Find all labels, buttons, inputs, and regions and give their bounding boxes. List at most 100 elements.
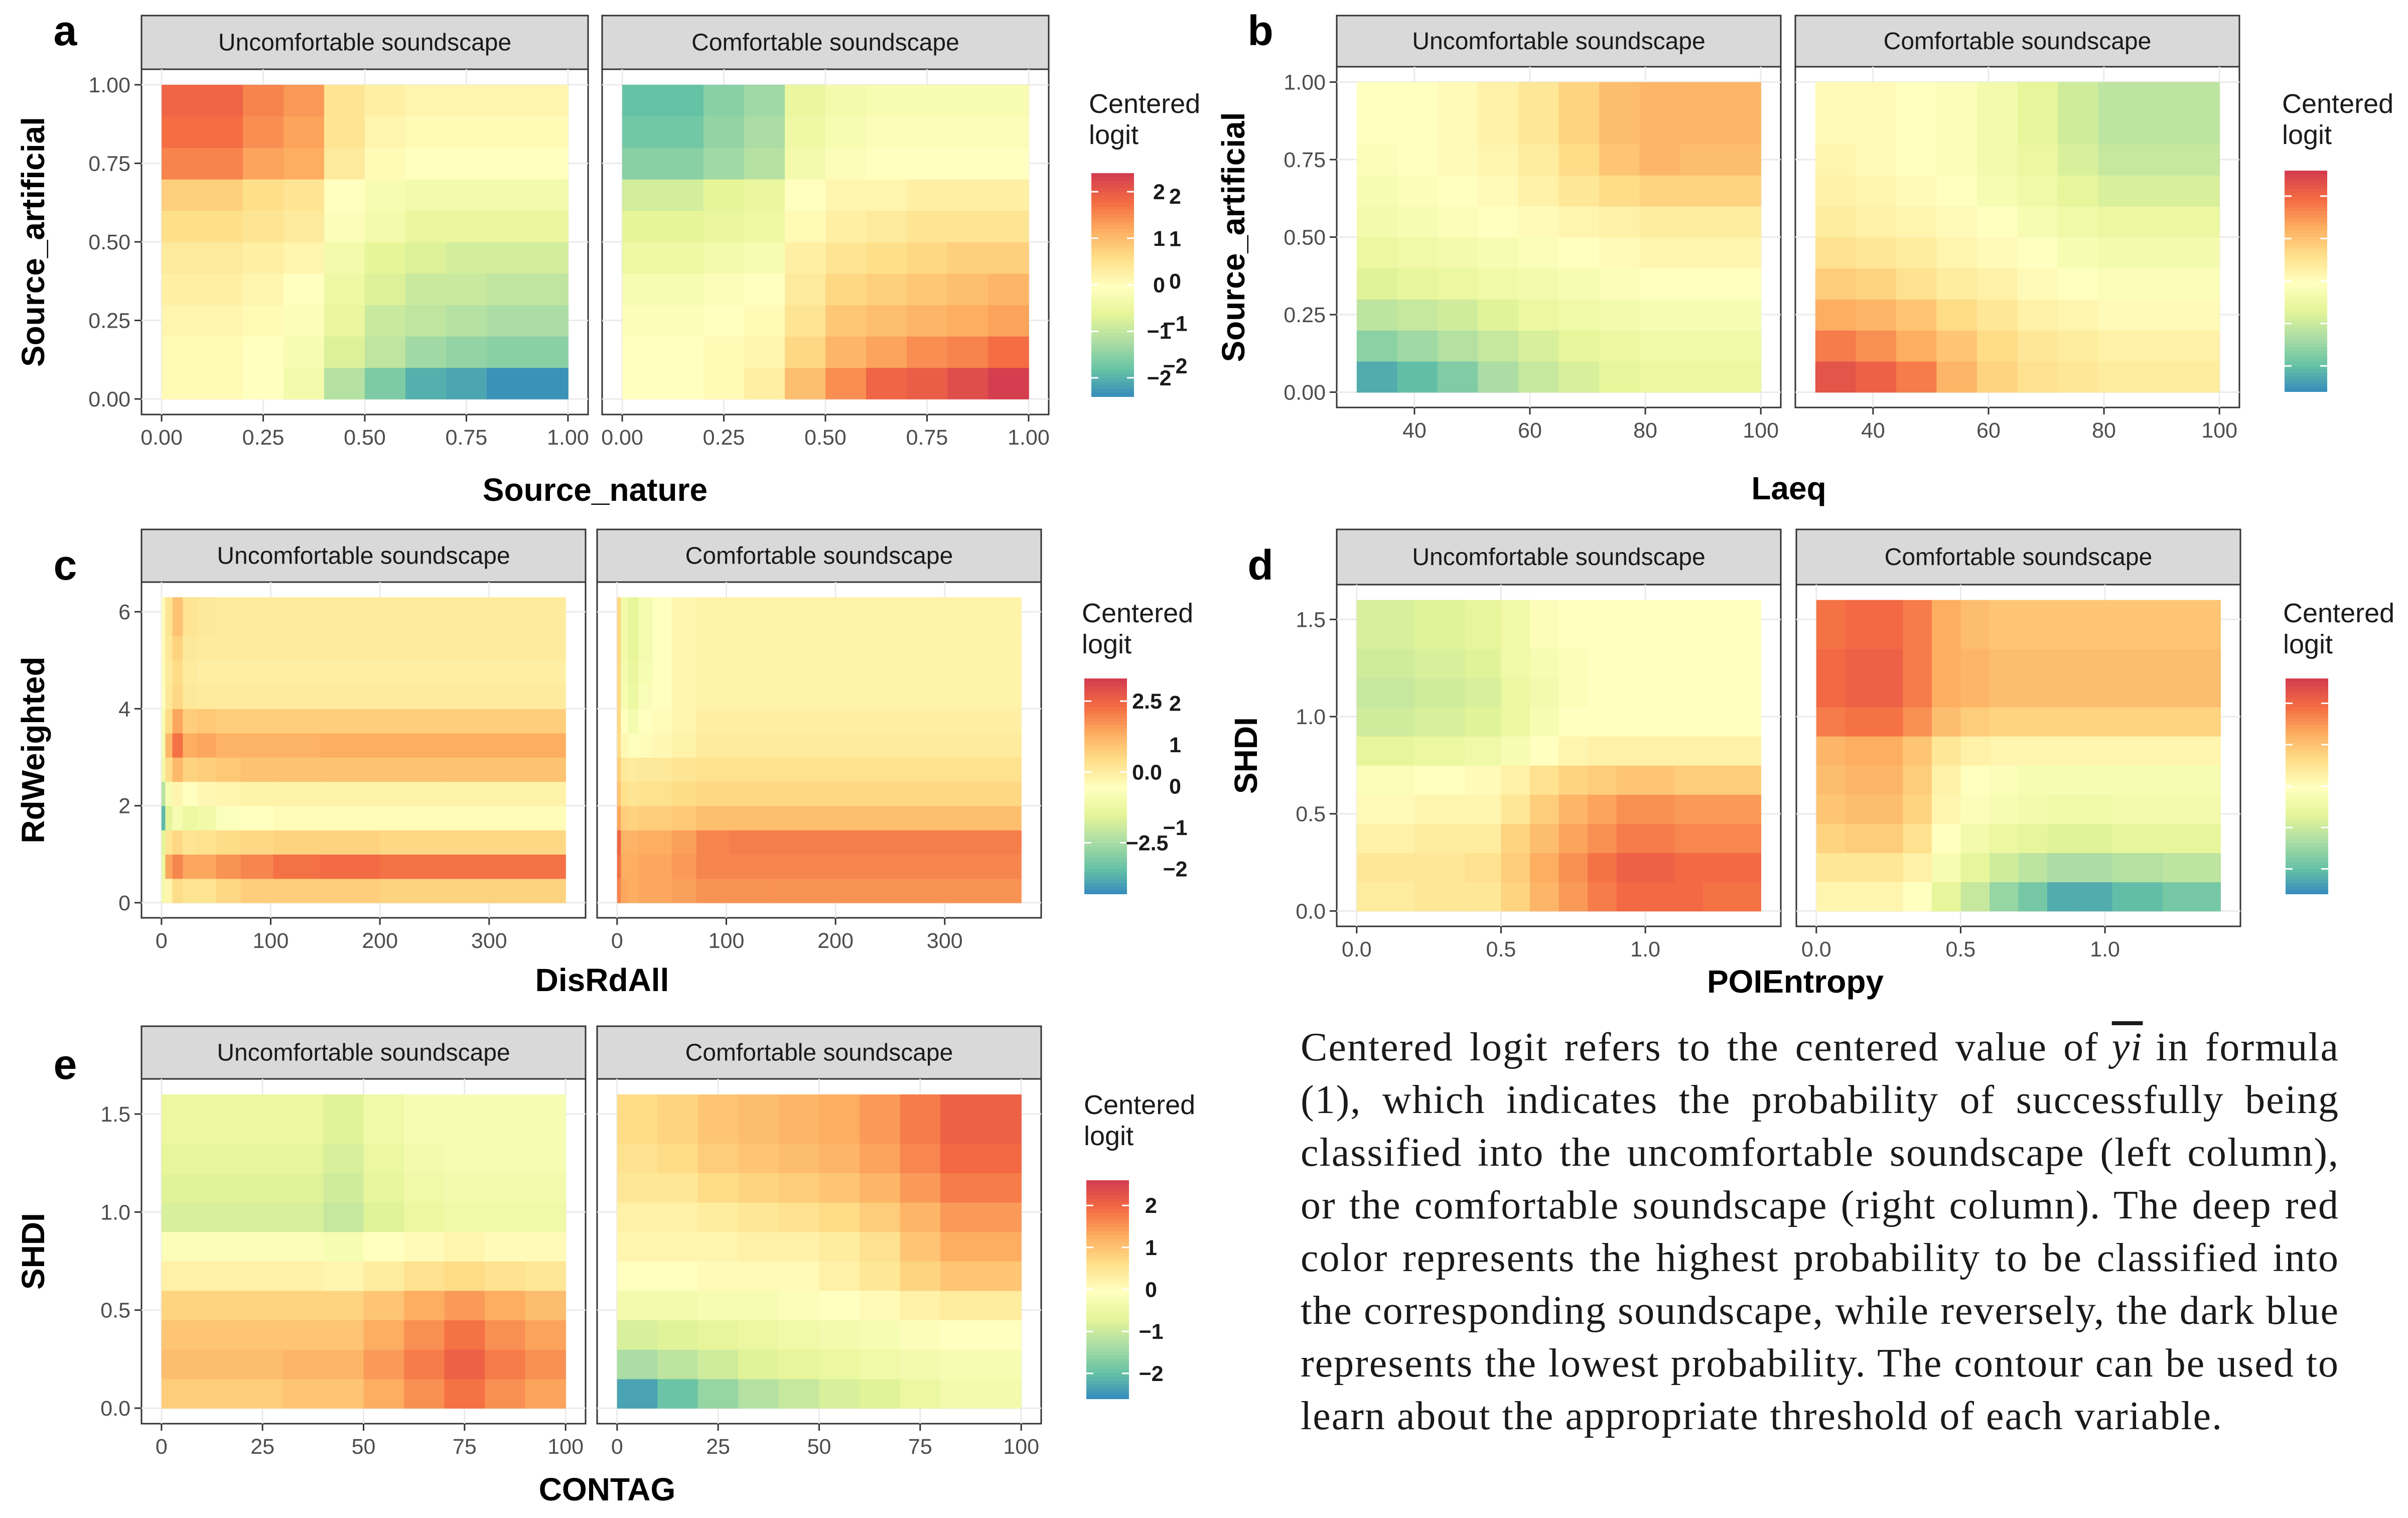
heatmap-cell <box>966 781 1022 806</box>
heatmap-cell <box>966 684 1022 710</box>
heatmap-cell <box>860 1378 901 1409</box>
heatmap-cell <box>663 148 704 180</box>
heatmap-cell <box>988 116 1029 148</box>
heatmap-cell <box>216 660 241 685</box>
x-tick-label: 25 <box>706 1435 730 1459</box>
legend-color-step <box>2286 814 2328 819</box>
heatmap-cell <box>202 273 243 305</box>
heatmap-cell <box>980 1231 1022 1262</box>
legend-color-step <box>2286 807 2328 812</box>
heatmap-cell <box>703 210 745 242</box>
heatmap-cell <box>1465 736 1502 766</box>
heatmap-cell <box>622 336 663 368</box>
heatmap-cell <box>1720 206 1761 238</box>
heatmap-cell <box>1645 823 1675 853</box>
heatmap-cell <box>657 1202 698 1232</box>
legend-color-step <box>1084 682 1127 686</box>
heatmap-cell <box>511 830 566 855</box>
legend-color-step <box>1084 771 1127 776</box>
heatmap-cell <box>404 1231 445 1262</box>
heatmap-cell <box>273 660 321 685</box>
legend-color-step <box>2285 207 2327 212</box>
heatmap-cell <box>900 1320 941 1350</box>
legend-title-line1: Centered <box>2283 598 2394 628</box>
heatmap-cell <box>1478 361 1519 393</box>
legend-title-line1: Centered <box>1084 1090 1195 1120</box>
heatmap-cell <box>243 367 284 399</box>
legend-color-step <box>1084 833 1127 837</box>
heatmap-cell <box>1680 299 1721 331</box>
legend-color-step <box>1084 718 1127 722</box>
heatmap-cell <box>617 1290 658 1320</box>
heatmap-cell <box>744 179 785 211</box>
heatmap-cell <box>2179 361 2220 393</box>
heatmap-cell <box>907 273 948 305</box>
legend-color-step <box>2286 865 2328 869</box>
heatmap-cell <box>2139 144 2180 176</box>
heatmap-cell <box>835 597 902 615</box>
heatmap-cell <box>2098 237 2139 269</box>
facet-strip <box>140 1025 587 1080</box>
legend-color-step <box>1091 195 1134 200</box>
heatmap-cell <box>165 781 173 806</box>
heatmap-cell <box>1645 794 1675 824</box>
heatmap-cell <box>696 830 730 855</box>
heatmap-cell <box>1501 736 1530 766</box>
heatmap-cell <box>1478 268 1519 300</box>
heatmap-cell <box>900 1349 941 1379</box>
legend-color-step <box>1091 381 1134 386</box>
heatmap-cell <box>901 878 967 903</box>
heatmap-cell <box>729 614 776 637</box>
heatmap-cell <box>1936 175 1977 207</box>
legend-color-step <box>1084 872 1127 877</box>
legend-color-step <box>2286 854 2328 859</box>
heatmap-cell <box>1397 82 1438 114</box>
heatmap-cell <box>197 636 217 661</box>
heatmap-cell <box>202 1349 243 1379</box>
legend-color-step <box>1084 689 1127 694</box>
heatmap-cell <box>835 781 902 806</box>
heatmap-cell <box>216 854 241 879</box>
heatmap-cell <box>628 757 639 782</box>
heatmap-cell <box>363 1320 404 1350</box>
heatmap-cell <box>738 1202 779 1232</box>
heatmap-cell <box>240 878 274 903</box>
heatmap-cell <box>405 179 447 211</box>
legend-color-step <box>1091 288 1134 293</box>
legend-color-step <box>2285 303 2327 308</box>
heatmap-cell <box>628 854 639 879</box>
heatmap-cell <box>621 733 629 758</box>
heatmap-cell <box>1815 206 1857 238</box>
heatmap-cell <box>1645 707 1675 737</box>
heatmap-cell <box>835 854 902 879</box>
heatmap-cell <box>1639 268 1680 300</box>
heatmap-cell <box>1856 237 1897 269</box>
heatmap-cell <box>284 242 325 274</box>
heatmap-cell <box>1645 882 1675 912</box>
heatmap-cell <box>1639 361 1680 393</box>
y-tick-label: 0.5 <box>1296 802 1326 826</box>
x-tick-label: 1.0 <box>1630 937 1660 961</box>
heatmap-cell <box>966 854 1022 879</box>
heatmap-cell <box>1874 853 1904 883</box>
heatmap-cell <box>671 597 697 615</box>
heatmap-cell <box>2076 648 2113 678</box>
x-tick-label: 1.0 <box>2090 937 2120 961</box>
heatmap-cell <box>273 878 321 903</box>
heatmap-cell <box>652 597 672 615</box>
heatmap-cell <box>282 1378 324 1409</box>
heatmap-cell <box>697 1202 739 1232</box>
heatmap-cell <box>1903 648 1932 678</box>
legend-color-step <box>1086 1242 1129 1247</box>
heatmap-cell <box>696 636 730 661</box>
heatmap-cell <box>621 636 629 661</box>
heatmap-cell <box>1903 622 1932 649</box>
heatmap-cell <box>323 1261 364 1291</box>
heatmap-cell <box>775 733 836 758</box>
heatmap-cell <box>1356 144 1398 176</box>
legend-color-step <box>1084 836 1127 841</box>
heatmap-cell <box>785 116 826 148</box>
legend-color-step <box>2285 321 2327 326</box>
heatmap-cell <box>617 597 622 615</box>
heatmap-cell <box>1501 882 1530 912</box>
